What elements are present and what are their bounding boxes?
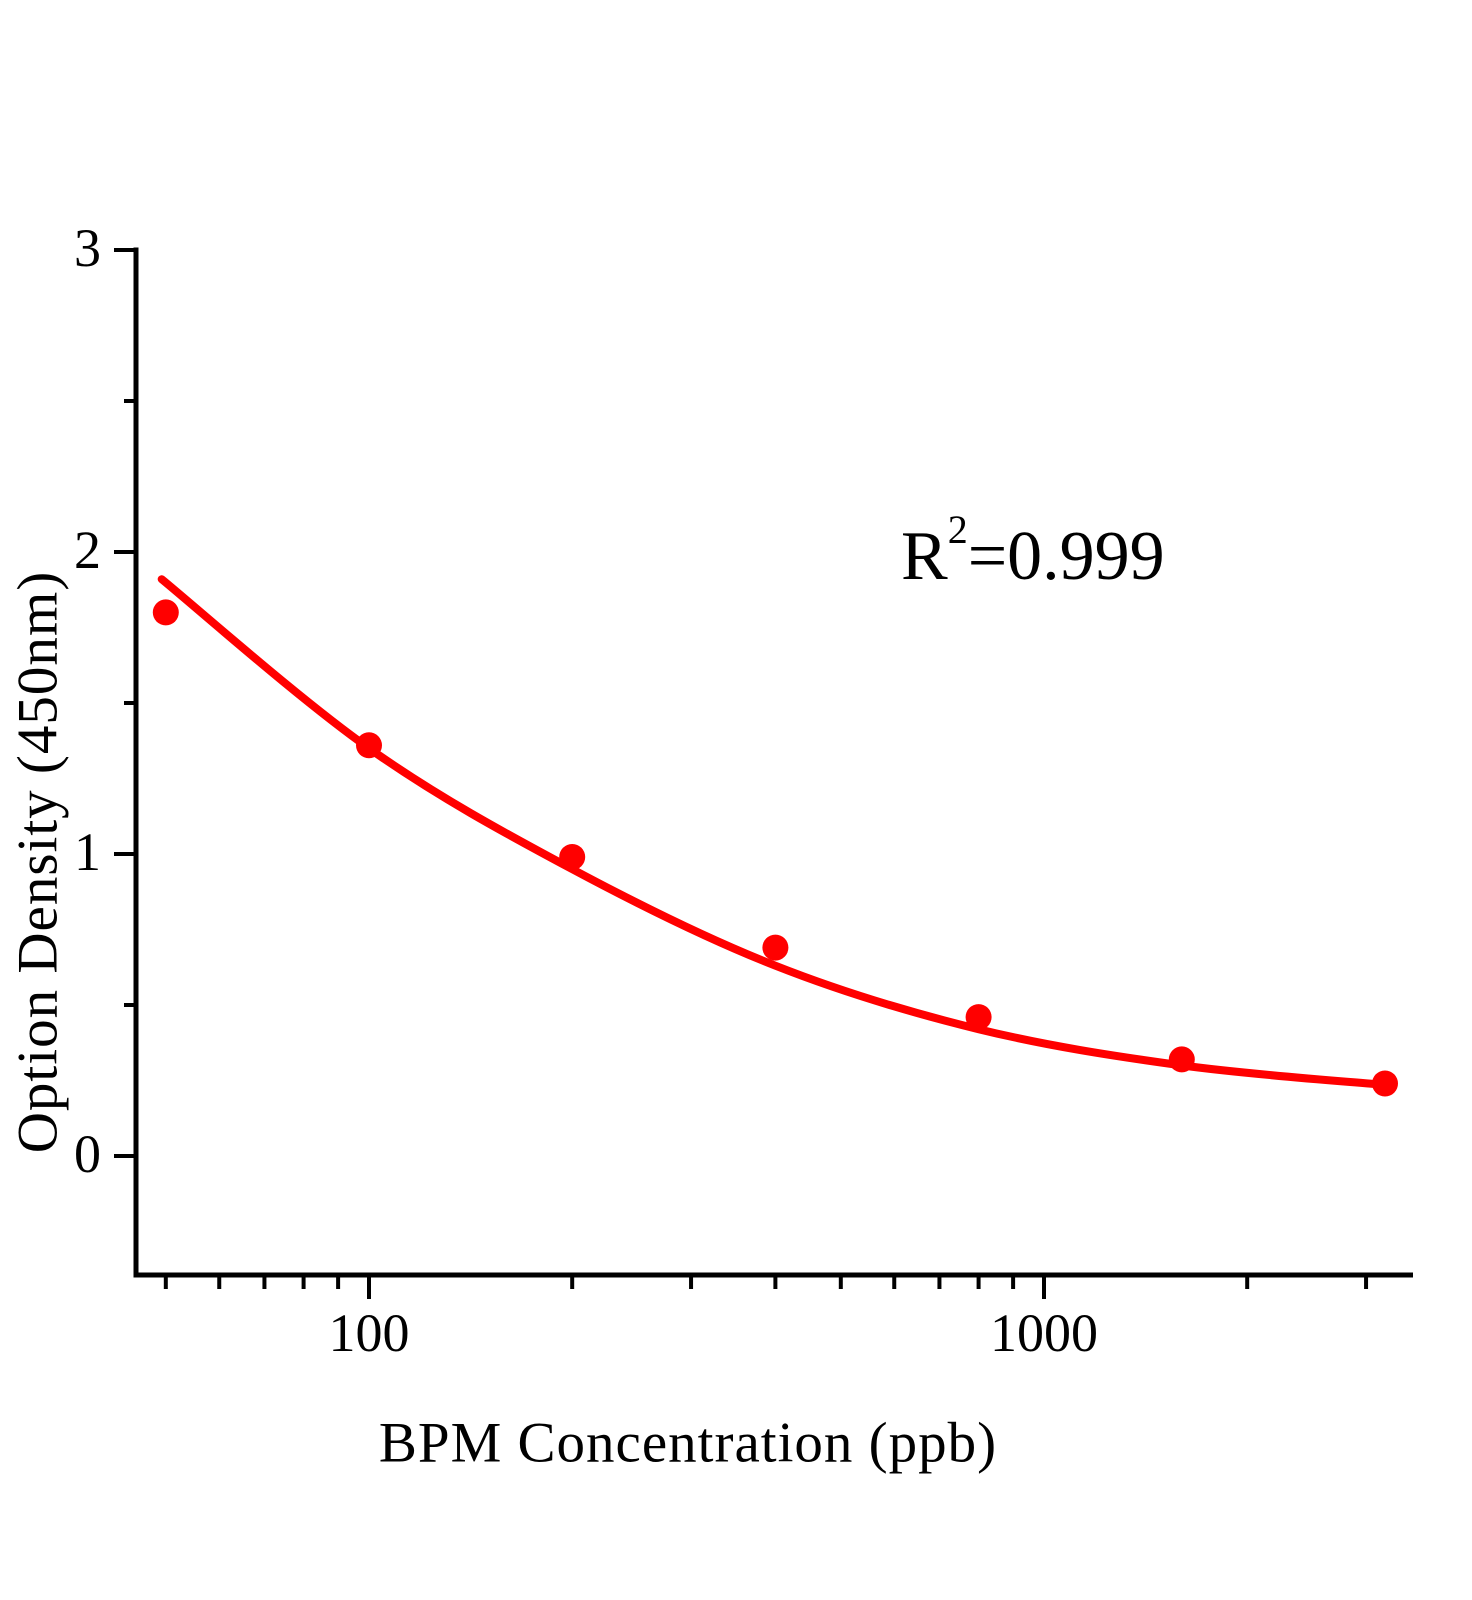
data-point	[965, 1004, 992, 1031]
y-tick-label: 3	[74, 218, 101, 278]
y-axis-title: Option Density (450nm)	[6, 570, 70, 1154]
r-squared-value: =0.999	[967, 518, 1165, 595]
data-point	[1372, 1070, 1398, 1097]
data-point	[1168, 1046, 1195, 1073]
data-point	[152, 599, 179, 626]
y-tick-label: 2	[74, 520, 101, 580]
x-tick-label: 100	[329, 1303, 410, 1363]
fit-curve	[157, 575, 1389, 1089]
data-point	[356, 732, 382, 759]
data-point	[762, 934, 789, 961]
r-squared-annotation: R2=0.999	[901, 510, 1165, 592]
y-tick-label: 0	[74, 1124, 101, 1184]
y-tick-label: 1	[74, 822, 101, 882]
x-tick-label: 1000	[990, 1303, 1098, 1363]
data-point	[559, 844, 586, 870]
r-squared-superscript: 2	[947, 507, 968, 552]
x-axis-title: BPM Concentration (ppb)	[378, 1411, 998, 1475]
r-squared-base: R	[901, 518, 948, 595]
